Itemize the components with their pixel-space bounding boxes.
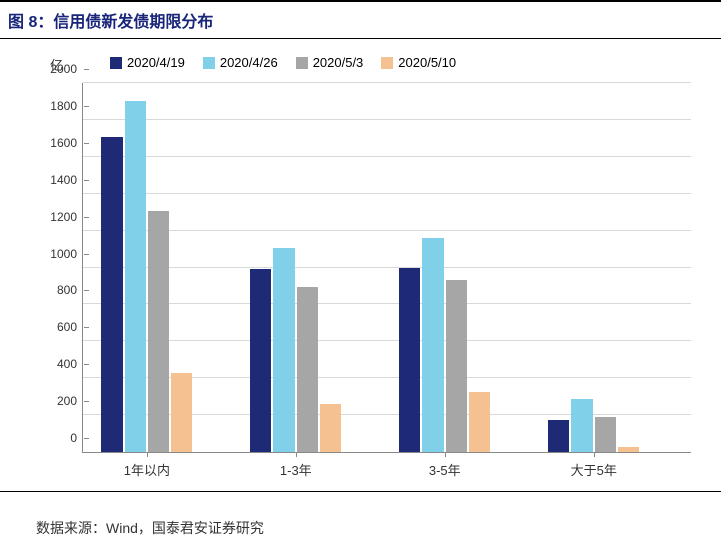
x-tick-mark (296, 452, 297, 457)
bar (250, 269, 271, 452)
legend-label: 2020/5/10 (398, 55, 456, 70)
x-tick-mark (445, 452, 446, 457)
bar-group: 大于5年 (548, 83, 639, 452)
bar (571, 399, 592, 453)
legend-item: 2020/4/19 (110, 55, 185, 70)
bar (548, 420, 569, 452)
y-tick-label: 400 (57, 357, 83, 371)
y-tick-label: 1800 (50, 99, 83, 113)
y-tick-label: 1200 (50, 210, 83, 224)
x-tick-label: 1年以内 (124, 460, 170, 479)
legend-swatch (381, 57, 393, 69)
y-tick-label: 600 (57, 320, 83, 334)
bar (446, 280, 467, 452)
legend-swatch (203, 57, 215, 69)
y-tick-label: 200 (57, 394, 83, 408)
bar-group: 1-3年 (250, 83, 341, 452)
bar (297, 287, 318, 452)
y-tick-label: 800 (57, 283, 83, 297)
bar (469, 392, 490, 452)
bar (320, 404, 341, 452)
bar (148, 211, 169, 452)
legend-item: 2020/5/3 (296, 55, 364, 70)
bar (273, 248, 294, 452)
legend-label: 2020/5/3 (313, 55, 364, 70)
bar (171, 373, 192, 452)
legend-swatch (110, 57, 122, 69)
bar (618, 447, 639, 452)
source-text: 数据来源：Wind，国泰君安证券研究 (36, 518, 264, 538)
bar (101, 137, 122, 452)
y-tick-label: 1400 (50, 173, 83, 187)
bar-group: 3-5年 (399, 83, 490, 452)
y-tick-label: 1000 (50, 247, 83, 261)
bar (595, 417, 616, 452)
x-tick-mark (594, 452, 595, 457)
x-tick-mark (147, 452, 148, 457)
legend-swatch (296, 57, 308, 69)
chart-title: 图 8：信用债新发债期限分布 (0, 0, 721, 39)
legend-label: 2020/4/26 (220, 55, 278, 70)
x-tick-label: 3-5年 (429, 460, 461, 479)
x-tick-label: 1-3年 (280, 460, 312, 479)
y-tick-label: 2000 (50, 62, 83, 76)
legend: 2020/4/19 2020/4/26 2020/5/3 2020/5/10 (110, 55, 456, 70)
y-tick-label: 0 (70, 431, 83, 445)
divider (0, 491, 721, 492)
bar-group: 1年以内 (101, 83, 192, 452)
legend-item: 2020/4/26 (203, 55, 278, 70)
legend-label: 2020/4/19 (127, 55, 185, 70)
plot-area: 02004006008001000120014001600180020001年以… (82, 83, 691, 453)
chart-area: 亿 2020/4/19 2020/4/26 2020/5/3 2020/5/10… (20, 49, 701, 489)
bar (125, 101, 146, 452)
legend-item: 2020/5/10 (381, 55, 456, 70)
bar (422, 238, 443, 452)
bar (399, 268, 420, 453)
x-tick-label: 大于5年 (571, 460, 617, 479)
y-tick-label: 1600 (50, 136, 83, 150)
